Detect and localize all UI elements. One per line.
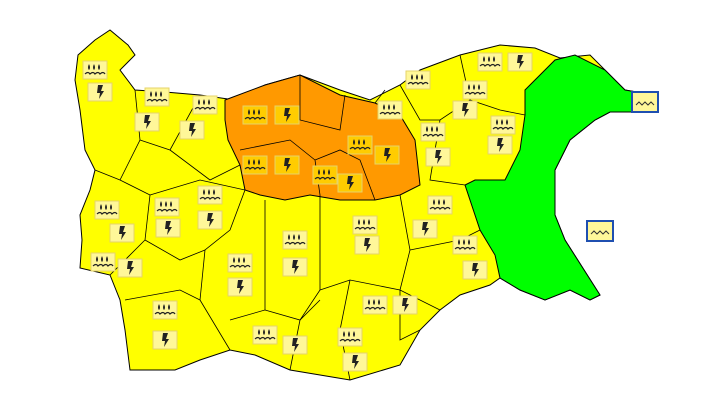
thunderstorm-icon [337, 173, 363, 193]
rain-flood-icon [377, 100, 403, 120]
thunderstorm-icon [227, 277, 253, 297]
district-border [144, 239, 206, 261]
rain-flood-icon [462, 80, 488, 100]
rain-flood-icon [405, 70, 431, 90]
rain-flood-icon [352, 215, 378, 235]
thunderstorm-icon [197, 210, 223, 230]
district-border [374, 89, 386, 104]
thunderstorm-icon [452, 100, 478, 120]
rain-flood-icon [252, 325, 278, 345]
rain-flood-icon [312, 165, 338, 185]
thunderstorm-icon [392, 295, 418, 315]
thunderstorm-icon [109, 223, 135, 243]
rain-flood-icon [347, 135, 373, 155]
rain-flood-icon [192, 95, 218, 115]
thunderstorm-icon [152, 330, 178, 350]
district-border [109, 179, 151, 276]
rain-flood-icon [427, 195, 453, 215]
thunderstorm-icon [374, 145, 400, 165]
rain-flood-icon [144, 87, 170, 107]
thunderstorm-icon [274, 105, 300, 125]
thunderstorm-icon [179, 120, 205, 140]
thunderstorm-icon [342, 352, 368, 372]
thunderstorm-icon [425, 147, 451, 167]
thunderstorm-icon [117, 258, 143, 278]
rain-flood-icon [152, 300, 178, 320]
rain-flood-icon [242, 155, 268, 175]
rain-flood-icon [337, 327, 363, 347]
thunderstorm-icon [412, 219, 438, 239]
district-border [169, 149, 241, 181]
sea-waves-icon [586, 220, 614, 242]
rain-flood-icon [420, 122, 446, 142]
district-border [264, 299, 321, 321]
thunderstorm-icon [282, 335, 308, 355]
thunderstorm-icon [282, 257, 308, 277]
thunderstorm-icon [354, 235, 380, 255]
rain-flood-icon [452, 235, 478, 255]
rain-flood-icon [94, 200, 120, 220]
rain-flood-icon [242, 105, 268, 125]
district-border [319, 279, 441, 311]
rain-flood-icon [82, 60, 108, 80]
rain-flood-icon [227, 253, 253, 273]
rain-flood-icon [197, 185, 223, 205]
rain-flood-icon [282, 230, 308, 250]
thunderstorm-icon [507, 52, 533, 72]
rain-flood-icon [490, 115, 516, 135]
thunderstorm-icon [134, 112, 160, 132]
district-border [299, 75, 346, 131]
thunderstorm-icon [462, 260, 488, 280]
rain-flood-icon [90, 252, 116, 272]
thunderstorm-icon [274, 155, 300, 175]
thunderstorm-icon [87, 82, 113, 102]
thunderstorm-icon [155, 218, 181, 238]
rain-flood-icon [477, 52, 503, 72]
rain-flood-icon [362, 295, 388, 315]
rain-flood-icon [154, 197, 180, 217]
district-border [124, 289, 201, 301]
thunderstorm-icon [487, 135, 513, 155]
district-border [239, 139, 316, 161]
sea-waves-icon [631, 91, 659, 113]
